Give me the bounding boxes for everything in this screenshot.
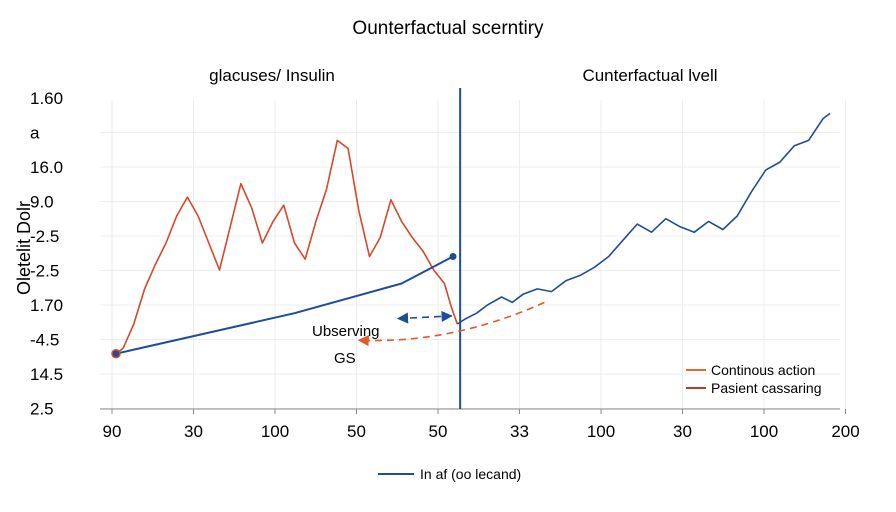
y-tick-label: 1.60 [30, 89, 63, 108]
x-tick-label: 30 [673, 422, 692, 441]
trend-end-marker [449, 253, 457, 260]
series-line-1 [456, 112, 831, 325]
x-tick-label: 50 [429, 422, 448, 441]
x-tick-label: 100 [750, 422, 778, 441]
observing-label: Ubserving [312, 323, 380, 340]
y-tick-label: a [30, 124, 40, 143]
grid-x [111, 100, 846, 414]
y-tick-label: -2.5 [30, 227, 59, 246]
right-panel-title: Cunterfactual lvell [582, 66, 717, 85]
y-tick-label: -4.5 [30, 331, 59, 350]
x-tick-label: 100 [587, 422, 615, 441]
y-tick-label: 9.0 [30, 193, 54, 212]
y-tick-label: -2.5 [30, 262, 59, 281]
x-tick-label: 50 [347, 422, 366, 441]
legend: Continous action Pasient cassaring [686, 362, 822, 396]
start-point-marker [111, 348, 121, 359]
gs-label: GS [334, 350, 356, 367]
y-tick-label: 16.0 [30, 158, 63, 177]
x-tick-label: 30 [184, 422, 203, 441]
x-tick-label: 33 [510, 422, 529, 441]
x-tick-labels: 90 30 100 50 50 33 100 30 100 200 [103, 422, 860, 441]
series-line-2 [115, 255, 454, 355]
y-axis-label: Oletelit Dolr [14, 201, 34, 295]
legend-label-patient: Pasient cassaring [711, 380, 822, 396]
y-tick-label: 14.5 [30, 365, 63, 384]
x-tick-label: 90 [103, 422, 122, 441]
legend-label-continuous: Continous action [711, 362, 815, 378]
series-line-0 [115, 139, 459, 355]
bottom-legend: In af (oo lecand) [378, 466, 521, 482]
y-tick-label: 1.70 [30, 296, 63, 315]
chart-title: Ounterfactual scerntiry [352, 18, 544, 39]
bottom-legend-label: In af (oo lecand) [420, 466, 521, 482]
x-tick-label: 200 [831, 422, 859, 441]
x-tick-label: 100 [261, 422, 289, 441]
y-tick-labels: 1.60 a 16.0 9.0 -2.5 -2.5 1.70 -4.5 14.5 2.5 [30, 89, 63, 419]
series-layer [115, 112, 831, 355]
observing-arrow [396, 310, 453, 324]
left-panel-title: glacuses/ Insulin [209, 66, 335, 85]
annotations: Ubserving GS [312, 301, 545, 367]
gs-arrow [357, 301, 545, 347]
y-tick-label: 2.5 [30, 400, 54, 419]
